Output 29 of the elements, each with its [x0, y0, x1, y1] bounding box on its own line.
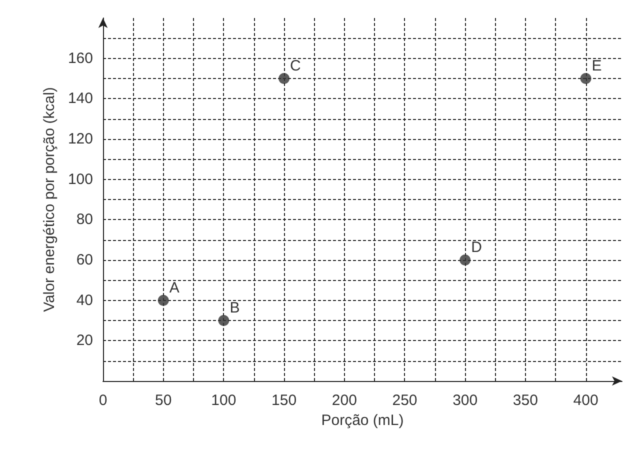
- x-tick-label: 150: [272, 392, 297, 409]
- point: [218, 315, 230, 326]
- x-axis-title: Porção (mL): [321, 412, 404, 429]
- y-tick-label: 160: [68, 50, 93, 67]
- y-tick-label: 60: [76, 252, 93, 268]
- point: [158, 294, 169, 306]
- x-tick-label: 400: [573, 392, 598, 409]
- point: [460, 254, 471, 266]
- x-tick-label: 350: [512, 392, 538, 409]
- y-tick-label: 80: [76, 211, 93, 228]
- y-tick-label: 120: [68, 130, 93, 148]
- y-tick-label: 100: [68, 170, 93, 188]
- x-tick-label: 200: [332, 392, 357, 409]
- x-tick-label: 50: [155, 392, 172, 409]
- y-tick-label: 20: [76, 332, 93, 350]
- annotation: C: [290, 58, 302, 74]
- annotation: A: [169, 279, 180, 296]
- annotation: D: [471, 239, 482, 256]
- x-tick-label: 250: [392, 392, 418, 409]
- x-tick-label: 100: [211, 392, 236, 409]
- annotation: E: [592, 58, 602, 74]
- y-tick-label: 140: [68, 90, 93, 108]
- annotation: B: [230, 300, 240, 316]
- y-tick-label: 40: [76, 292, 93, 309]
- y-axis-title: Valor energético por porção (kcal): [41, 87, 58, 312]
- point: [278, 73, 290, 84]
- point: [580, 73, 592, 84]
- x-tick-label: 0: [98, 392, 108, 409]
- x-tick-label: 300: [452, 392, 478, 409]
